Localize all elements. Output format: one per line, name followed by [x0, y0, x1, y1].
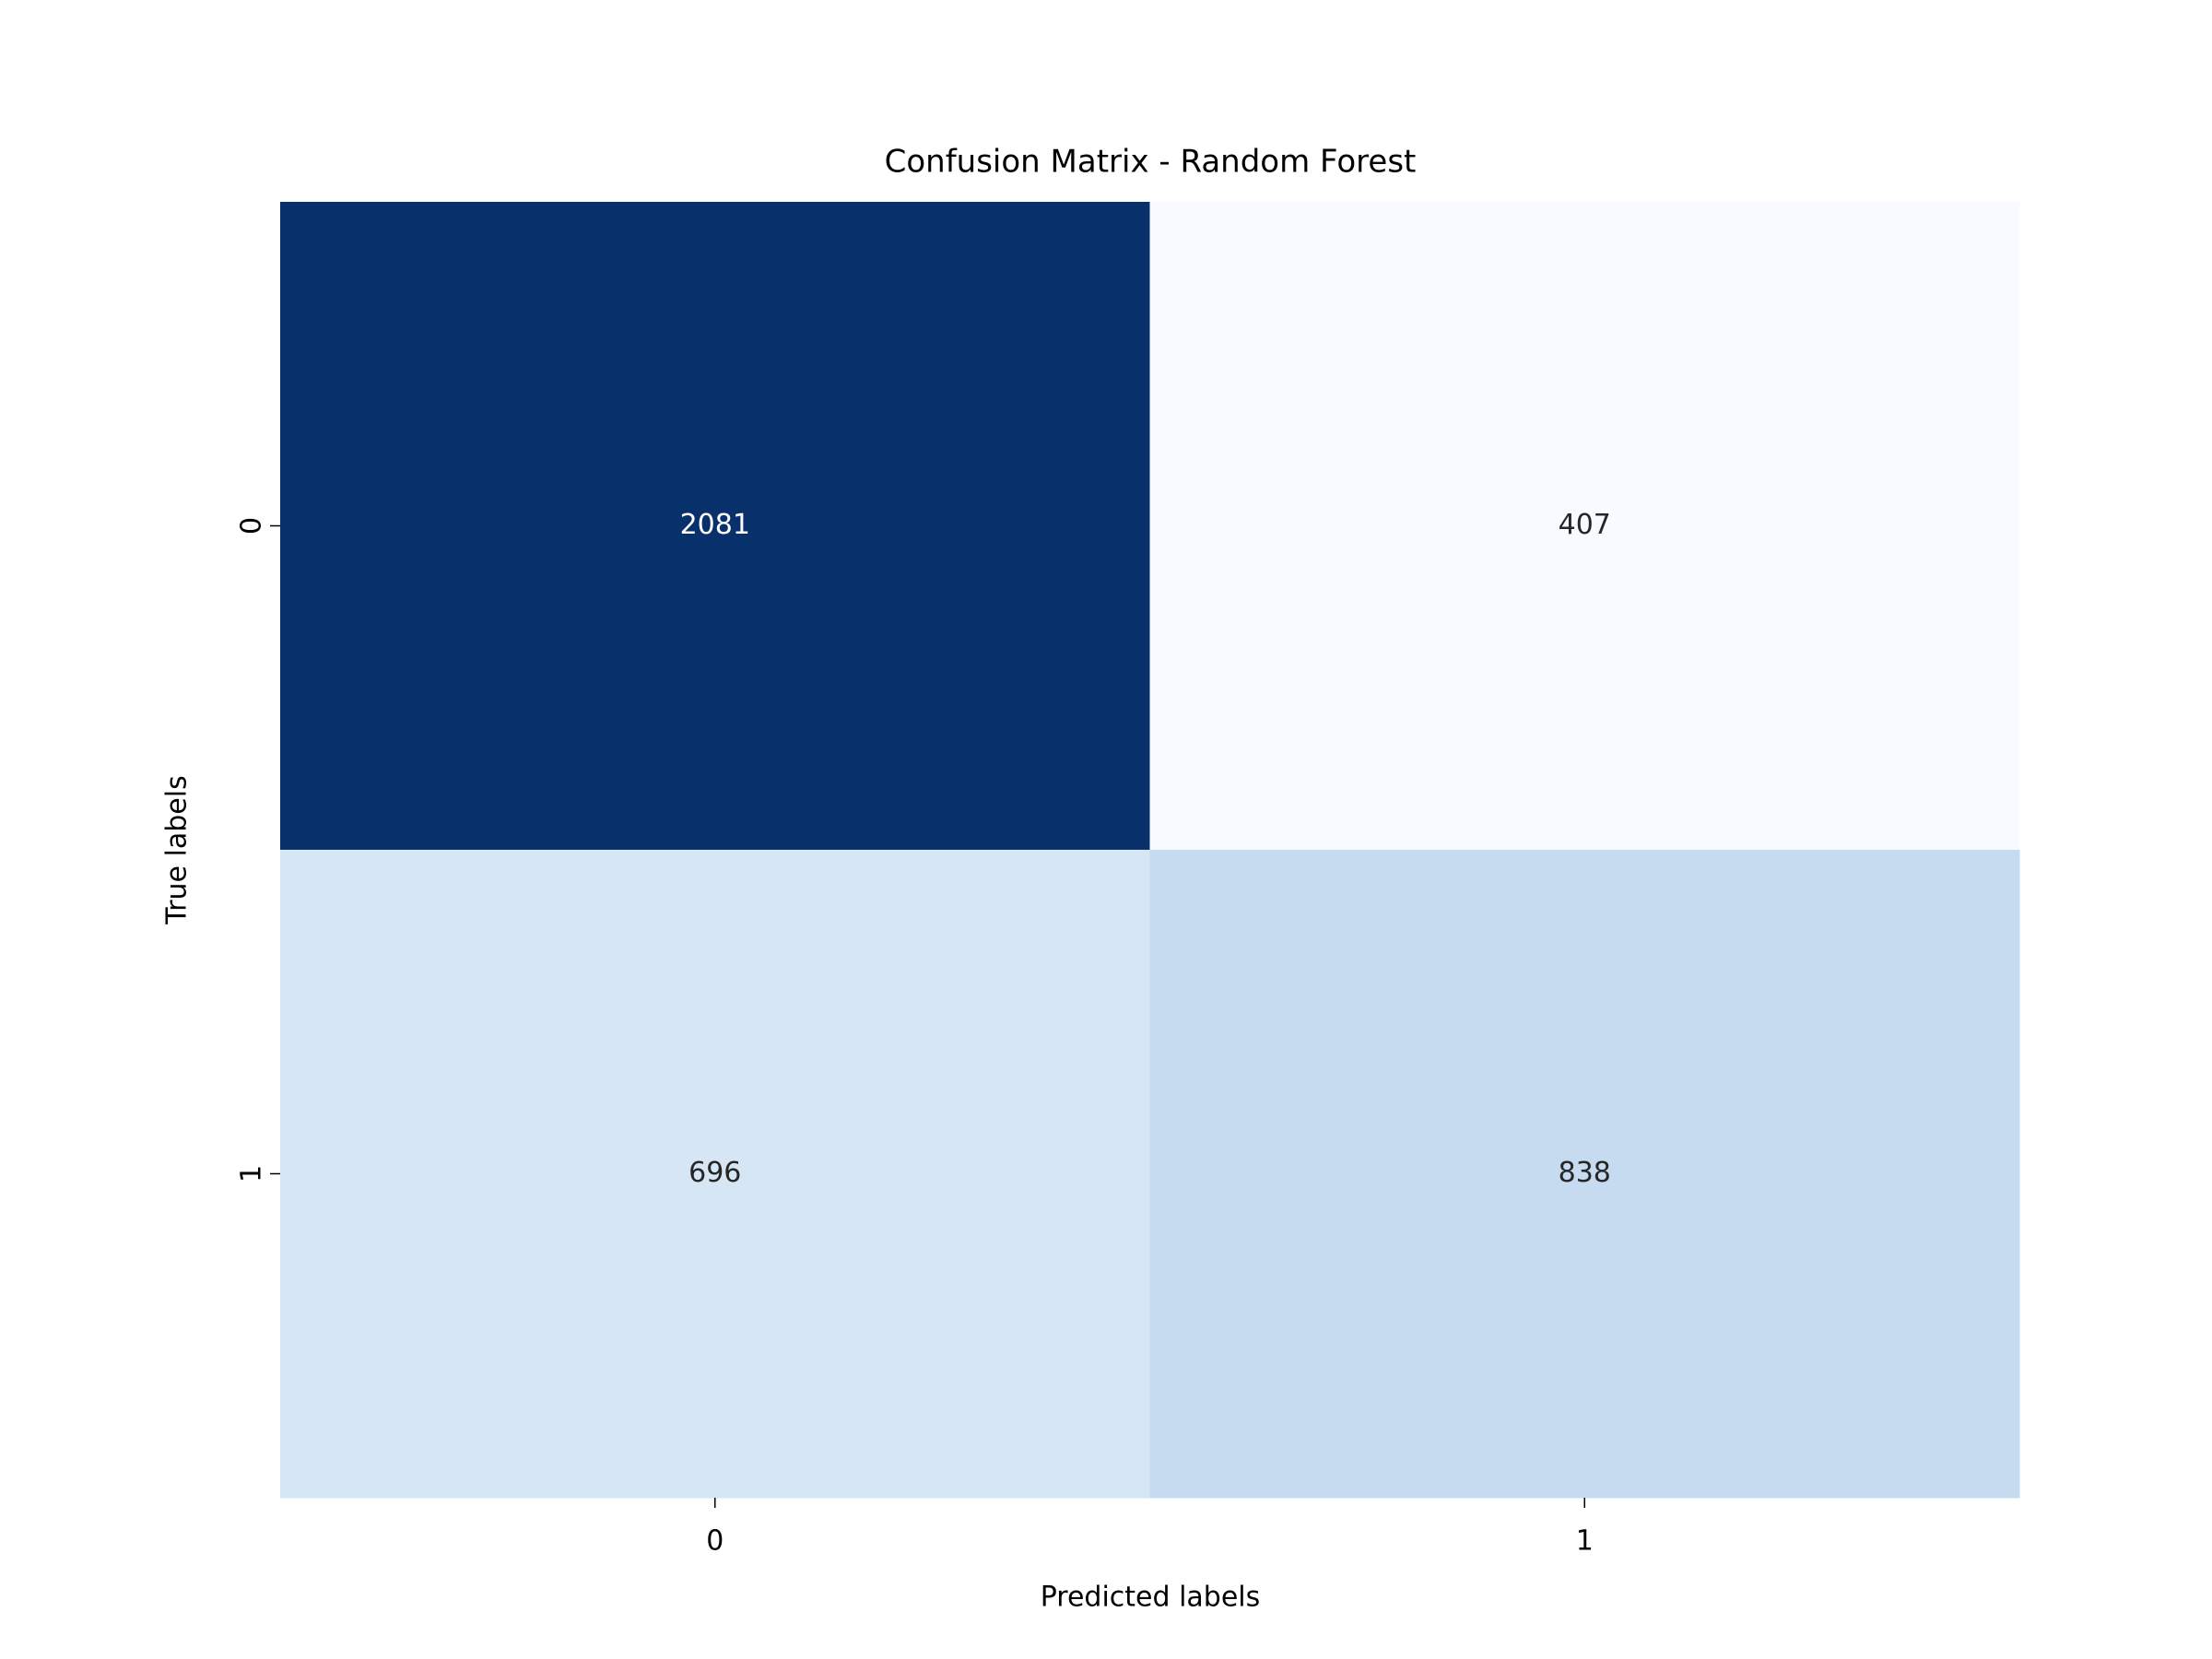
heatmap-cell: [1149, 202, 2020, 851]
y-axis-label: True labels: [161, 775, 194, 924]
heatmap-cell: [1149, 850, 2020, 1499]
x-tick-label: 1: [1576, 1525, 1594, 1558]
cell-value-label: 838: [1559, 1157, 1611, 1189]
heatmap-cell: [280, 850, 1150, 1499]
x-tick-label: 0: [706, 1525, 724, 1558]
chart-title: Confusion Matrix - Random Forest: [885, 144, 1417, 181]
cell-value-label: 2081: [680, 509, 750, 541]
cell-value-label: 407: [1559, 509, 1611, 541]
heatmap-cell: [280, 202, 1150, 851]
y-tick-label: 0: [236, 517, 268, 535]
cell-value-label: 696: [688, 1157, 741, 1189]
x-axis-label: Predicted labels: [1041, 1582, 1261, 1614]
y-tick-label: 1: [236, 1165, 268, 1182]
